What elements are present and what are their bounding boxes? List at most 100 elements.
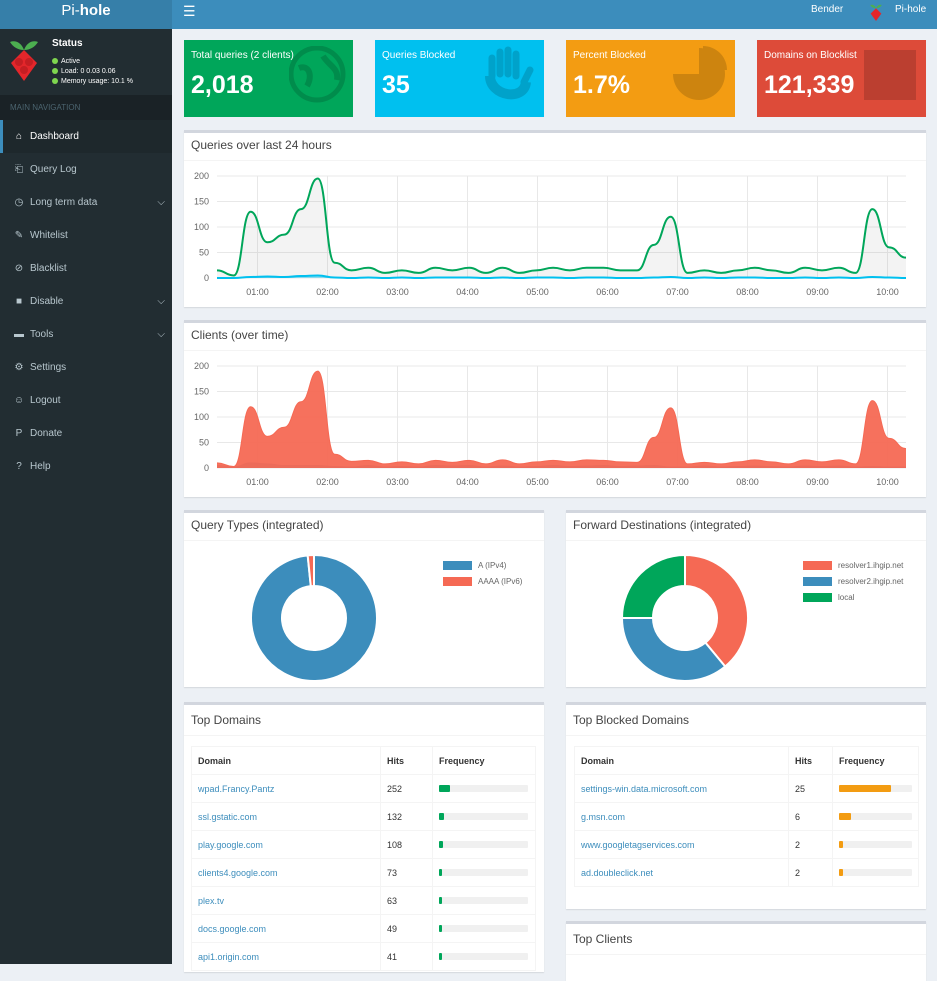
sidebar-item-label: Query Log <box>30 164 77 175</box>
x-tick-label: 01:00 <box>246 477 269 487</box>
sidebar-item-settings[interactable]: ⚙ Settings <box>0 351 172 384</box>
frequency-bar-fill <box>839 869 844 876</box>
domain-cell: g.msn.com <box>574 802 789 831</box>
domain-cell: wpad.Francy.Pantz <box>191 774 381 803</box>
stat-box-hand[interactable]: Queries Blocked 35 <box>375 40 544 117</box>
col-domain[interactable]: Domain <box>191 746 381 775</box>
stat-value: 121,339 <box>764 71 855 99</box>
sidebar-item-help[interactable]: ? Help <box>0 450 172 483</box>
menu-toggle-icon[interactable]: ☰ <box>183 3 196 19</box>
frequency-bar <box>839 813 912 820</box>
domain-link[interactable]: api1.origin.com <box>198 951 260 962</box>
legend-swatch <box>443 561 472 571</box>
domain-cell: ad.doubleclick.net <box>574 858 789 887</box>
frequency-cell <box>432 942 536 971</box>
legend-item[interactable]: resolver1.ihgip.net <box>803 558 903 574</box>
domain-link[interactable]: wpad.Francy.Pantz <box>198 783 275 794</box>
forward-destinations-title: Forward Destinations (integrated) <box>566 513 926 541</box>
status-memory-text: Memory usage: 10.1 % <box>61 78 133 85</box>
domain-link[interactable]: clients4.google.com <box>198 867 278 878</box>
x-tick-label: 06:00 <box>596 477 619 487</box>
active-dot-icon <box>52 58 58 65</box>
sidebar-item-label: Blacklist <box>30 263 67 274</box>
stat-box-pie-chart[interactable]: Percent Blocked 1.7% <box>566 40 735 117</box>
frequency-cell <box>432 802 536 831</box>
status-memory: Memory usage: 10.1 % <box>52 78 133 85</box>
frequency-bar-fill <box>439 869 443 876</box>
domain-link[interactable]: play.google.com <box>198 839 263 850</box>
queries-chart: 0 50 100 150 200 01:00 02:00 03:00 04:00 05:00 06:… <box>194 171 907 297</box>
domain-link[interactable]: ssl.gstatic.com <box>198 811 258 822</box>
user-times-icon: ☺ <box>13 395 25 406</box>
frequency-bar-fill <box>439 953 442 960</box>
user-name[interactable]: Bender <box>811 4 844 15</box>
donut-slice[interactable] <box>620 553 686 619</box>
domain-cell: play.google.com <box>191 830 381 859</box>
legend-item[interactable]: resolver2.ihgip.net <box>803 574 903 590</box>
sidebar-item-donate[interactable]: P Donate <box>0 417 172 450</box>
sidebar-item-dashboard[interactable]: ⌂ Dashboard <box>0 120 172 153</box>
x-tick-label: 07:00 <box>666 477 689 487</box>
sidebar-item-blacklist[interactable]: ⊘ Blacklist <box>0 252 172 285</box>
col-domain[interactable]: Domain <box>574 746 789 775</box>
sidebar-item-label: Settings <box>30 362 67 373</box>
y-tick-label: 50 <box>199 438 209 448</box>
home-icon: ⌂ <box>15 131 23 142</box>
top-blocked-table: Domain Hits Frequency settings-win.data.… <box>574 746 919 887</box>
sidebar-item-label: Whitelist <box>30 230 68 241</box>
frequency-cell <box>432 914 536 943</box>
clients-chart-box: Clients (over time) 0 50 100 150 200 01:00 02:… <box>184 320 926 497</box>
legend-item[interactable]: A (IPv4) <box>443 558 522 574</box>
sidebar-item-tools[interactable]: ▬ Tools ⌵ <box>0 318 172 351</box>
col-hits[interactable]: Hits <box>788 746 833 775</box>
frequency-bar-fill <box>439 841 444 848</box>
legend-item[interactable]: AAAA (IPv6) <box>443 574 522 590</box>
y-tick-label: 50 <box>199 248 209 258</box>
table-header-row: Domain Hits Frequency <box>574 746 919 775</box>
domain-link[interactable]: www.googletagservices.com <box>581 839 695 850</box>
stat-box-globe[interactable]: Total queries (2 clients) 2,018 <box>184 40 353 117</box>
clients-chart: 0 50 100 150 200 01:00 02:00 03:00 04:00 05:00 06:… <box>194 361 907 487</box>
donut-slice[interactable] <box>306 553 315 588</box>
col-hits[interactable]: Hits <box>380 746 433 775</box>
domain-link[interactable]: plex.tv <box>198 895 225 906</box>
y-tick-label: 200 <box>194 361 209 371</box>
nav-list: ⌂ Dashboard ⎗ Query Log ◷ Long term data ⌵ ✎ Whi… <box>0 120 172 483</box>
domain-link[interactable]: docs.google.com <box>198 923 267 934</box>
user-menu[interactable]: Pi-hole <box>895 4 927 15</box>
domain-link[interactable]: settings-win.data.microsoft.com <box>581 783 708 794</box>
hits-cell: 252 <box>380 774 433 803</box>
series-line <box>216 370 907 467</box>
x-tick-label: 09:00 <box>806 287 829 297</box>
donut-slice[interactable] <box>684 553 749 668</box>
sidebar-item-query-log[interactable]: ⎗ Query Log <box>0 153 172 186</box>
y-tick-label: 150 <box>194 387 209 397</box>
sidebar-item-logout[interactable]: ☺ Logout <box>0 384 172 417</box>
legend-item[interactable]: local <box>803 590 903 606</box>
top-clients-title: Top Clients <box>566 924 926 955</box>
domain-link[interactable]: g.msn.com <box>581 811 626 822</box>
legend-label: AAAA (IPv6) <box>478 577 523 586</box>
sidebar-item-whitelist[interactable]: ✎ Whitelist <box>0 219 172 252</box>
domain-link[interactable]: ad.doubleclick.net <box>581 867 654 878</box>
sidebar-item-long-term-data[interactable]: ◷ Long term data ⌵ <box>0 186 172 219</box>
sidebar-item-disable[interactable]: ■ Disable ⌵ <box>0 285 172 318</box>
sidebar-item-label: Disable <box>30 296 64 307</box>
col-frequency[interactable]: Frequency <box>432 746 536 775</box>
frequency-bar <box>439 953 528 960</box>
legend-swatch <box>803 561 832 571</box>
sidebar-item-label: Tools <box>30 329 54 340</box>
frequency-cell <box>832 774 919 803</box>
x-tick-label: 06:00 <box>596 287 619 297</box>
x-tick-label: 08:00 <box>736 287 759 297</box>
status-active: Active <box>52 58 80 65</box>
app-logo[interactable]: Pi-hole <box>0 0 172 29</box>
status-title: Status <box>52 38 83 49</box>
col-frequency[interactable]: Frequency <box>832 746 919 775</box>
edit-icon: ✎ <box>14 230 24 241</box>
donut-slice[interactable] <box>620 617 727 682</box>
ban-icon: ⊘ <box>14 263 24 274</box>
chevron-down-icon: ⌵ <box>157 329 165 340</box>
stat-box-list[interactable]: Domains on Blocklist 121,339 <box>757 40 926 117</box>
donut-slice[interactable] <box>250 553 378 682</box>
